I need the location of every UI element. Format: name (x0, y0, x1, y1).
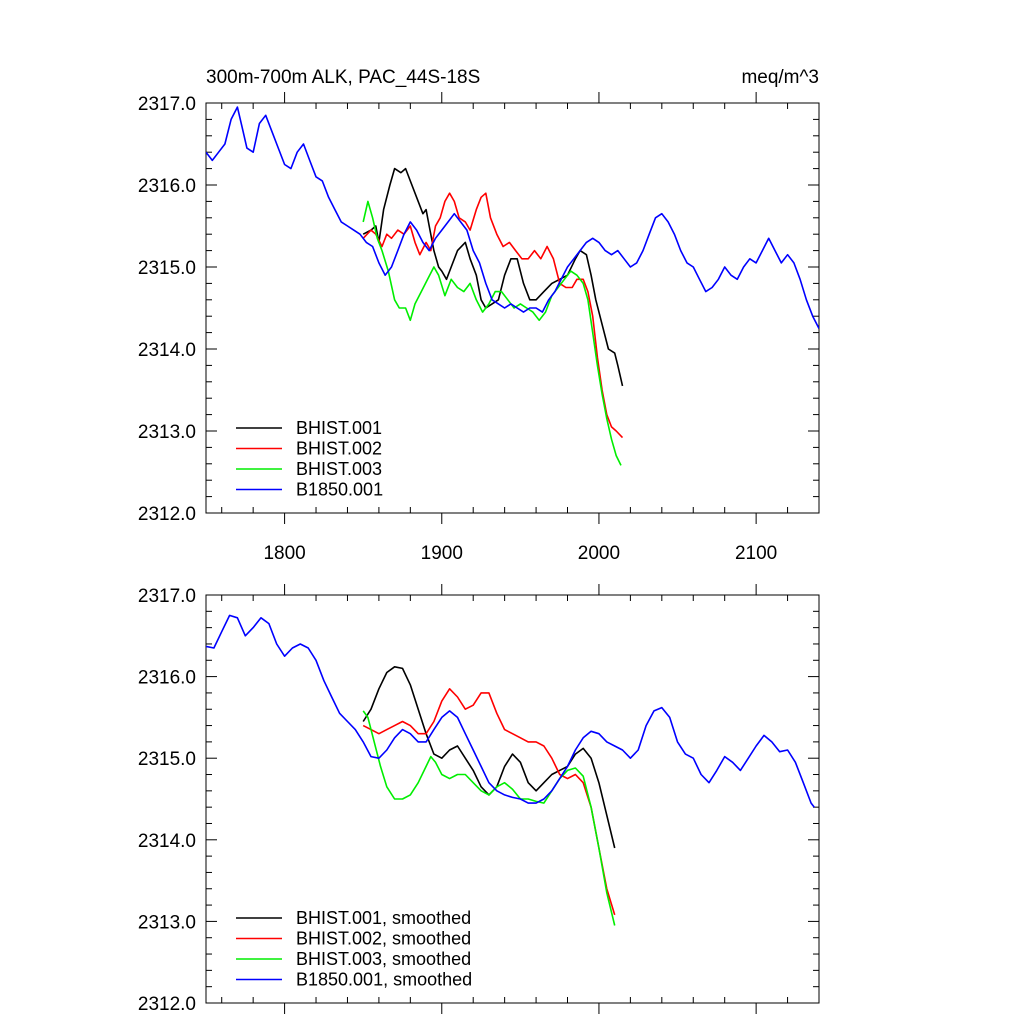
x-tick-label: 2000 (578, 543, 620, 564)
y-tick-label: 2313.0 (138, 912, 196, 933)
y-tick-label: 2317.0 (138, 586, 196, 607)
plot-frame (205, 102, 820, 514)
series-line (362, 688, 616, 916)
y-tick-label: 2315.0 (138, 749, 196, 770)
legend-label: B1850.001, smoothed (296, 970, 472, 990)
y-tick-label: 2312.0 (138, 994, 196, 1015)
legend-label: BHIST.003 (296, 459, 382, 479)
legend-label: BHIST.003, smoothed (296, 949, 471, 969)
legend-label: BHIST.001 (296, 418, 382, 438)
y-tick-label: 2313.0 (138, 422, 196, 443)
x-tick-label: 1800 (263, 543, 305, 564)
y-tick-label: 2314.0 (138, 340, 196, 361)
y-tick-label: 2312.0 (138, 504, 196, 525)
series-line (362, 167, 624, 387)
series-line (362, 710, 616, 926)
y-tick-label: 2316.0 (138, 668, 196, 689)
legend-label: BHIST.001, smoothed (296, 908, 471, 928)
plot-frame (205, 594, 820, 1004)
legend-label: B1850.001 (296, 480, 383, 500)
series-line (206, 614, 815, 808)
chart-units: meq/m^3 (741, 67, 819, 88)
legend-label: BHIST.002, smoothed (296, 929, 471, 949)
y-tick-label: 2317.0 (138, 94, 196, 115)
legend-label: BHIST.002 (296, 439, 382, 459)
chart-title: 300m-700m ALK, PAC_44S-18S (206, 67, 480, 88)
x-tick-label: 2100 (735, 543, 777, 564)
series-line (362, 192, 624, 439)
plot-panel-1: 1800 1900 2000 2100 2312.0 2313.0 2314.0 2315.0… (138, 67, 820, 564)
plot-panel-2: 2312.0 2313.0 2314.0 2315.0 2316.0 2317.0 BHIS… (138, 584, 820, 1015)
y-tick-label: 2315.0 (138, 258, 196, 279)
y-tick-label: 2316.0 (138, 176, 196, 197)
y-tick-label: 2314.0 (138, 831, 196, 852)
x-tick-label: 1900 (421, 543, 463, 564)
series-line (206, 106, 819, 329)
